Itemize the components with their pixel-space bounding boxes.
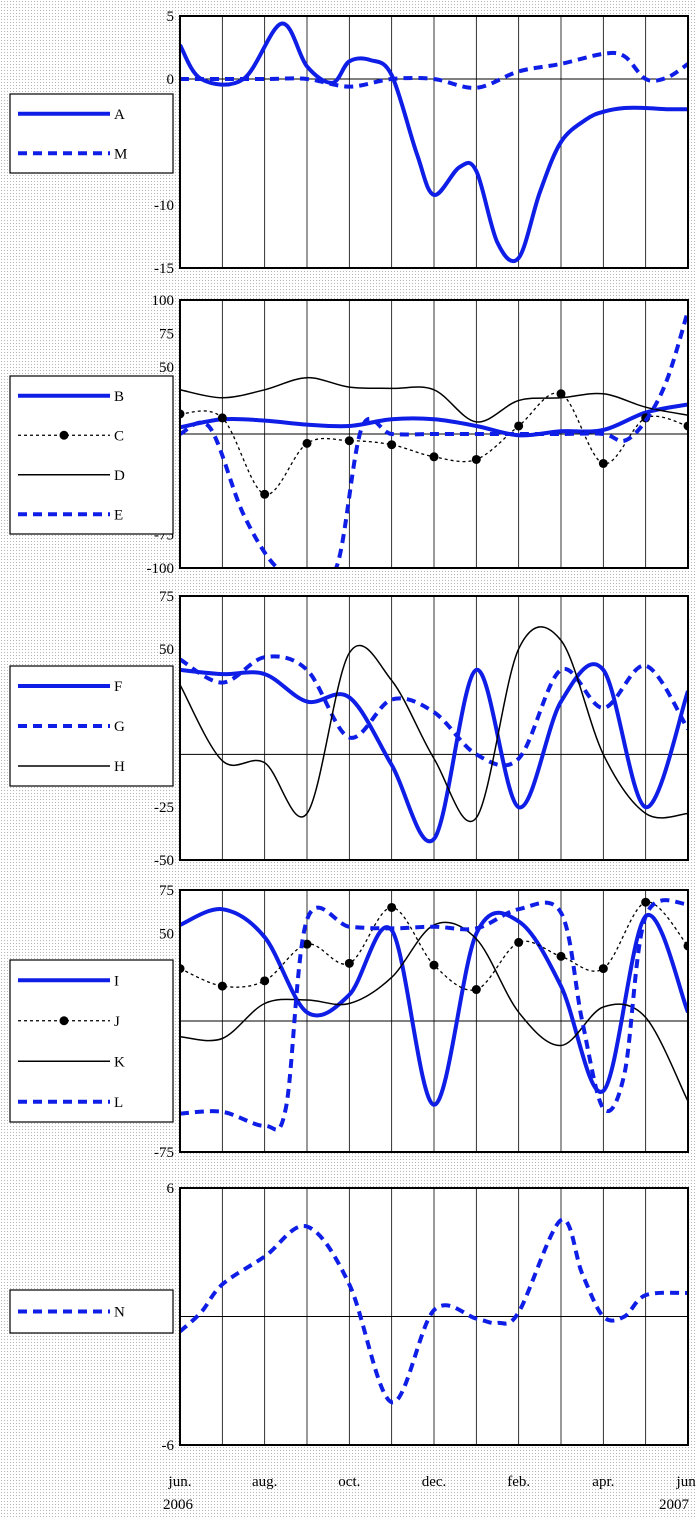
x-year-start-label: 2006 [163, 1497, 194, 1513]
x-tick-label: jun. [168, 1474, 192, 1490]
plot-frame [179, 889, 689, 1153]
series-line-A [180, 21, 688, 264]
y-tick-label: 50 [159, 927, 174, 943]
legend-label-K: K [114, 1054, 125, 1070]
data-point-J [514, 937, 524, 947]
legend-1: AM [9, 93, 174, 174]
series-line-M [180, 50, 688, 90]
series-line-L [180, 898, 688, 1132]
data-point-C [180, 409, 185, 419]
series-line-D [180, 376, 688, 423]
x-tick-label: apr. [592, 1474, 614, 1490]
legend-label-L: L [114, 1095, 123, 1111]
legend-box [9, 959, 174, 1123]
y-tick-label: 100 [152, 293, 175, 309]
data-point-J [260, 976, 270, 986]
y-tick-label: 50 [159, 642, 174, 658]
data-point-C [429, 452, 439, 462]
legend-marker-J [59, 1016, 69, 1026]
data-point-J [217, 981, 227, 991]
data-point-C [387, 440, 397, 450]
y-tick-label: -25 [154, 800, 174, 816]
series-line-K [180, 921, 688, 1102]
y-tick-label: -15 [154, 261, 174, 277]
series-line-B [180, 402, 688, 438]
legend-box [9, 375, 174, 535]
chart-panel-5: 60-6N [9, 1181, 689, 1454]
plot-frame [179, 299, 689, 569]
data-point-J [683, 941, 688, 951]
y-tick-label: -10 [154, 198, 174, 214]
legend-box [9, 93, 174, 174]
y-tick-label: 0 [167, 72, 175, 88]
data-point-J [302, 939, 312, 949]
legend-label-N: N [114, 1305, 125, 1321]
data-point-J [598, 964, 608, 974]
data-point-C [471, 454, 481, 464]
data-point-C [514, 421, 524, 431]
series-line-E [180, 310, 688, 568]
legend-label-G: G [114, 719, 125, 735]
data-point-J [429, 960, 439, 970]
legend-label-E: E [114, 507, 123, 523]
data-point-J [180, 964, 185, 974]
series-line-I [180, 907, 688, 1107]
legend-label-H: H [114, 759, 125, 775]
legend-4: I J K L [9, 959, 174, 1123]
series-line-H [180, 626, 688, 822]
data-point-C [302, 438, 312, 448]
data-point-C [683, 421, 688, 431]
plot-frame [179, 15, 689, 269]
y-tick-label: 50 [159, 360, 174, 376]
legend-label-M: M [114, 146, 127, 162]
data-point-C [260, 489, 270, 499]
y-tick-label: 75 [159, 589, 174, 605]
legend-label-J: J [114, 1014, 120, 1030]
y-tick-label: -75 [154, 1145, 174, 1161]
y-tick-label: -50 [154, 853, 174, 869]
series-line-N [180, 1217, 688, 1405]
y-tick-label: 6 [167, 1181, 175, 1197]
x-tick-label: feb. [507, 1474, 530, 1490]
x-tick-label: aug. [252, 1474, 277, 1490]
y-tick-label: 75 [159, 327, 174, 343]
data-point-C [217, 413, 227, 423]
legend-label-A: A [114, 107, 125, 123]
data-point-J [344, 958, 354, 968]
x-year-end-label: 2007 [659, 1497, 690, 1513]
x-tick-label: jun. [676, 1474, 696, 1490]
y-tick-label: -6 [162, 1438, 175, 1454]
y-tick-label: 75 [159, 883, 174, 899]
legend-label-I: I [114, 973, 119, 989]
series-line-G [180, 654, 688, 768]
y-tick-label: -100 [147, 561, 175, 577]
x-axis-labels: jun. aug. oct. dec. feb. apr. jun. 2006 2007 [163, 1474, 696, 1513]
x-tick-label: oct. [338, 1474, 360, 1490]
plot-frame [179, 595, 689, 861]
series-line-F [180, 662, 688, 844]
data-point-J [556, 951, 566, 961]
legend-5: N [9, 1289, 174, 1334]
legend-2: B C D E [9, 375, 174, 535]
x-tick-label: dec. [422, 1474, 447, 1490]
legend-label-D: D [114, 468, 125, 484]
data-point-C [344, 436, 354, 446]
plot-frame [179, 1187, 689, 1446]
data-point-J [641, 897, 651, 907]
data-point-C [598, 458, 608, 468]
y-tick-label: 5 [167, 9, 175, 25]
legend-3: F G H [9, 665, 174, 787]
data-point-J [387, 902, 397, 912]
legend-label-B: B [114, 389, 124, 405]
data-point-C [556, 389, 566, 399]
data-point-J [471, 985, 481, 995]
legend-label-F: F [114, 679, 122, 695]
legend-marker-C [59, 430, 69, 440]
legend-label-C: C [114, 428, 124, 444]
